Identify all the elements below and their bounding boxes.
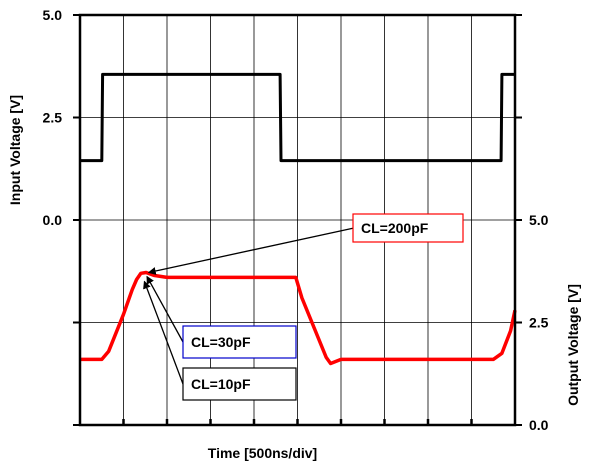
annotations: CL=200pF CL=30pF CL=10pF [143,213,464,401]
annotation-label: CL=10pF [191,376,251,392]
series-layer [80,72,517,366]
tick-marks [73,14,522,426]
right-tick-label: 2.5 [529,315,549,331]
right-tick-labels: 0.0 2.5 5.0 [529,212,549,433]
left-tick-label: 5.0 [43,7,63,23]
right-tick-label: 0.0 [529,417,549,433]
annotation-arrow [146,275,184,343]
grid [80,15,515,425]
right-axis-label: Output Voltage [V] [565,284,581,406]
x-axis-label: Time [500ns/div] [208,445,317,461]
left-tick-labels: 5.0 2.5 0.0 [43,7,63,228]
annotation-label: CL=200pF [361,220,429,236]
right-tick-label: 5.0 [529,212,549,228]
annotation-label: CL=30pF [191,334,251,350]
output-voltage-line [80,270,517,366]
left-axis-label: Input Voltage [V] [7,95,23,205]
annotation-box [182,367,297,401]
left-tick-label: 0.0 [43,212,63,228]
left-tick-label: 2.5 [43,110,63,126]
annotation-box [182,325,297,359]
annotation-arrow [147,227,355,275]
annotation-arrow [143,280,184,385]
annotation-box [352,213,464,243]
input-voltage-line [80,72,515,163]
